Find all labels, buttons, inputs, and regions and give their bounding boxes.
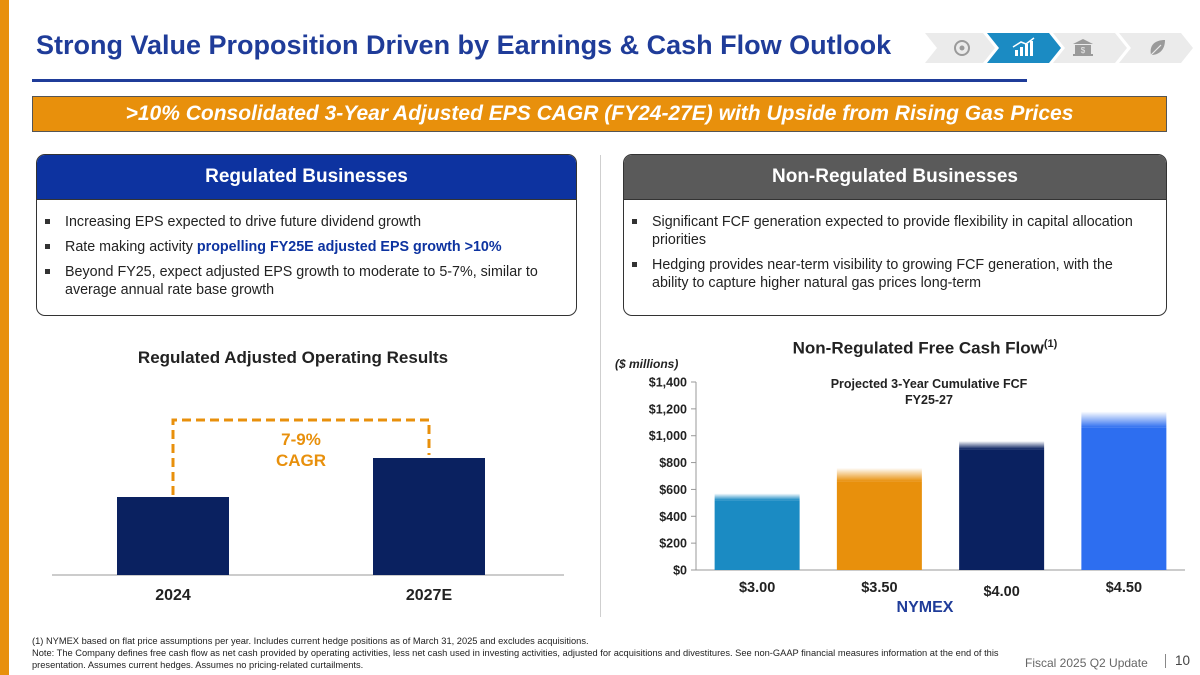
footer-label: Fiscal 2025 Q2 Update — [1025, 656, 1148, 670]
bar-$3.00 — [714, 500, 800, 570]
bar-$4.50 — [1081, 427, 1167, 570]
bar-$4.00 — [959, 449, 1045, 570]
y-tick-label: $1,400 — [649, 376, 687, 390]
y-tick-label: $1,200 — [649, 402, 687, 416]
cagr-bracket — [171, 418, 431, 495]
chart-subtitle: FY25-27 — [905, 393, 953, 407]
bar-range-fade — [836, 467, 922, 482]
y-tick-label: $400 — [659, 510, 687, 524]
growth-chart-icon — [1012, 37, 1035, 56]
list-item: Significant FCF generation expected to p… — [632, 213, 1152, 249]
list-item: Beyond FY25, expect adjusted EPS growth … — [45, 263, 562, 299]
cagr-annotation: 7-9% — [281, 430, 321, 449]
bar-2024 — [117, 497, 229, 575]
y-tick-label: $1,000 — [649, 429, 687, 443]
nav-step-1[interactable] — [925, 33, 995, 63]
nav-step-4[interactable] — [1119, 33, 1193, 63]
nav-step-3[interactable]: $ — [1053, 33, 1127, 63]
fcf-chart: ($ millions) $0 $200 $400 $600 $800 $1,000 $1,2… — [615, 357, 1185, 616]
regulated-chart-title: Regulated Adjusted Operating Results — [137, 348, 449, 367]
chart-subtitle: Projected 3-Year Cumulative FCF — [831, 377, 1028, 391]
regulated-results-chart: 2024 2027E 7-9% CAGR — [52, 418, 564, 604]
page-number: 10 — [1175, 653, 1191, 668]
unit-label: ($ millions) — [615, 357, 678, 371]
footnote-marker: (1) — [1043, 338, 1058, 350]
cagr-annotation: CAGR — [276, 451, 326, 470]
regulated-businesses-panel: Regulated Businesses Increasing EPS expe… — [36, 154, 577, 316]
y-tick-label: $200 — [659, 537, 687, 551]
list-item: Hedging provides near-term visibility to… — [632, 256, 1152, 292]
footer-separator — [1165, 654, 1166, 668]
list-item: Rate making activity propelling FY25E ad… — [45, 238, 562, 256]
x-tick-label: $3.00 — [739, 580, 775, 596]
leaf-icon — [1150, 40, 1165, 56]
list-item: Increasing EPS expected to drive future … — [45, 213, 562, 231]
non-regulated-bullets: Significant FCF generation expected to p… — [624, 200, 1166, 292]
y-tick-label: $0 — [673, 564, 687, 578]
x-axis-label: NYMEX — [897, 599, 954, 616]
x-tick-label: 2024 — [155, 587, 191, 604]
section-navigator: $ — [925, 33, 1193, 63]
x-tick-label: $4.00 — [983, 584, 1019, 600]
fcf-chart-title: Non-Regulated Free Cash Flow(1) — [792, 338, 1058, 358]
regulated-heading: Regulated Businesses — [37, 155, 576, 200]
footnote-1: (1) NYMEX based on flat price assumption… — [32, 636, 589, 646]
regulated-bullets: Increasing EPS expected to drive future … — [37, 200, 576, 299]
bar-range-fade — [1081, 411, 1167, 428]
title-underline — [32, 79, 1027, 82]
headline-banner: >10% Consolidated 3-Year Adjusted EPS CA… — [32, 96, 1167, 132]
safety-icon — [954, 40, 970, 56]
y-tick-label: $600 — [659, 483, 687, 497]
highlight-text: propelling FY25E adjusted EPS growth >10… — [196, 239, 502, 255]
y-tick-label: $800 — [659, 456, 687, 470]
x-tick-label: $4.50 — [1106, 580, 1142, 596]
footnote-note: Note: The Company defines free cash flow… — [32, 648, 999, 670]
non-regulated-heading: Non-Regulated Businesses — [624, 155, 1166, 200]
page-title: Strong Value Proposition Driven by Earni… — [36, 30, 892, 60]
non-regulated-businesses-panel: Non-Regulated Businesses Significant FCF… — [623, 154, 1167, 316]
svg-text:$: $ — [1081, 46, 1086, 55]
bank-dollar-icon: $ — [1073, 39, 1093, 56]
x-tick-label: $3.50 — [861, 580, 897, 596]
x-tick-label: 2027E — [406, 587, 453, 604]
bar-range-fade — [714, 493, 800, 501]
bar-range-fade — [959, 441, 1045, 450]
bar-2027E — [373, 458, 485, 575]
accent-strip — [0, 0, 9, 675]
nav-step-2-active[interactable] — [987, 33, 1061, 63]
section-divider — [600, 155, 601, 617]
footnotes: (1) NYMEX based on flat price assumption… — [32, 635, 1022, 671]
bar-$3.50 — [836, 481, 922, 570]
